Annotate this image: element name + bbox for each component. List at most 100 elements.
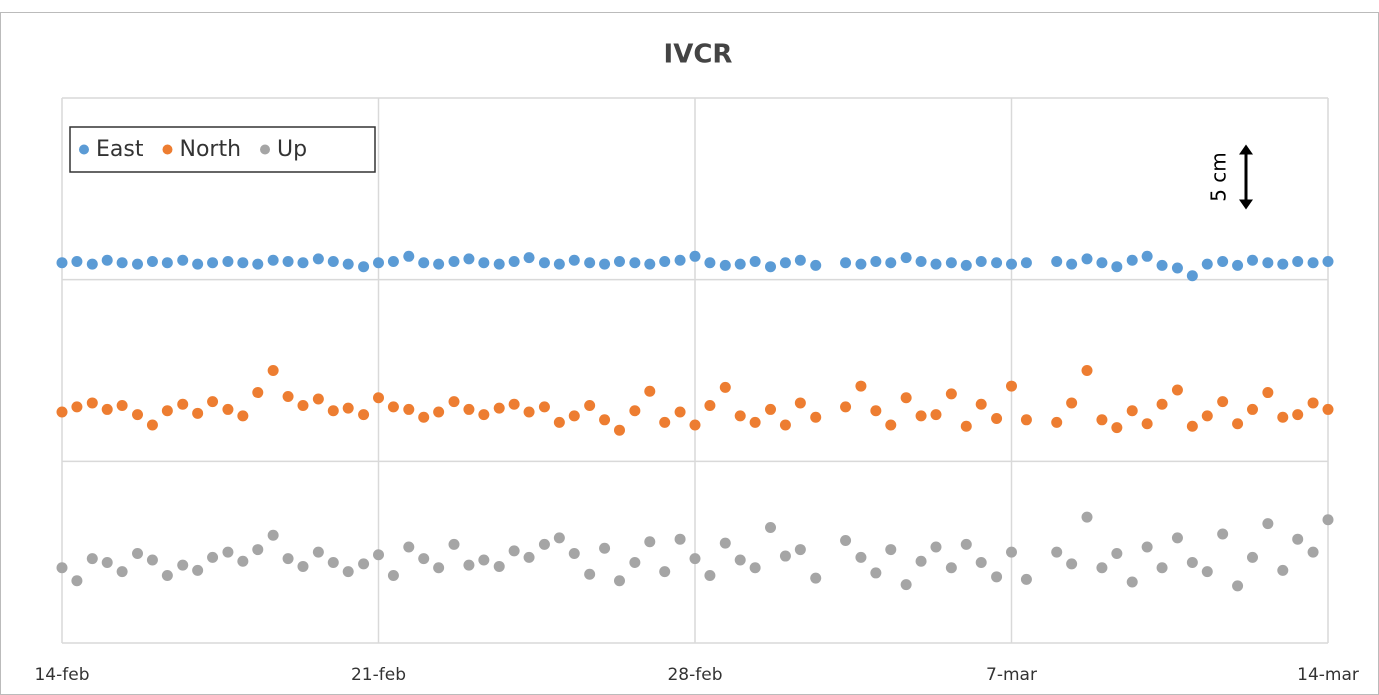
- data-point: [704, 257, 716, 269]
- data-point: [177, 398, 189, 410]
- data-point: [1232, 580, 1244, 592]
- data-point: [1020, 414, 1032, 426]
- data-point: [56, 406, 68, 418]
- x-tick-label: 14-feb: [34, 665, 89, 685]
- data-point: [1277, 258, 1289, 270]
- data-point: [1096, 562, 1108, 574]
- data-point: [358, 558, 370, 570]
- data-point: [373, 392, 384, 404]
- data-point: [222, 546, 234, 558]
- data-point: [252, 544, 264, 556]
- data-point: [403, 541, 415, 553]
- data-point: [1156, 259, 1168, 271]
- data-point: [870, 256, 882, 267]
- x-tick-label: 7-mar: [986, 665, 1037, 685]
- data-point: [991, 257, 1003, 269]
- data-point: [146, 419, 158, 431]
- data-point: [1201, 410, 1213, 422]
- data-point: [1171, 532, 1183, 544]
- data-point: [599, 414, 611, 426]
- data-point: [1277, 564, 1289, 576]
- data-point: [1307, 397, 1319, 409]
- data-point: [915, 256, 927, 267]
- legend-marker: [162, 144, 173, 155]
- data-point: [237, 555, 249, 567]
- data-point: [192, 564, 204, 576]
- data-point: [132, 258, 144, 270]
- data-point: [373, 257, 384, 269]
- data-point: [629, 405, 641, 417]
- data-point: [56, 562, 68, 574]
- data-point: [674, 406, 686, 418]
- x-tick-label: 21-feb: [351, 665, 406, 685]
- data-point: [930, 258, 942, 270]
- data-point: [1051, 256, 1063, 267]
- data-point: [644, 385, 656, 397]
- data-point: [327, 256, 339, 267]
- data-point: [553, 258, 565, 270]
- x-tick-label: 28-feb: [667, 665, 722, 685]
- data-point: [1246, 551, 1258, 563]
- data-point: [1156, 562, 1168, 574]
- data-point: [342, 566, 354, 578]
- data-point: [674, 254, 686, 266]
- data-point: [1141, 541, 1153, 553]
- data-point: [478, 554, 490, 566]
- data-point: [900, 579, 912, 591]
- data-point: [568, 547, 580, 559]
- data-point: [885, 544, 897, 556]
- data-point: [1262, 387, 1274, 399]
- data-point: [1006, 258, 1017, 270]
- data-point: [644, 536, 656, 548]
- data-point: [71, 401, 83, 413]
- data-point: [86, 553, 98, 565]
- data-point: [629, 257, 641, 269]
- data-point: [1006, 380, 1017, 392]
- data-point: [132, 409, 144, 421]
- data-point: [71, 575, 83, 587]
- data-point: [1322, 514, 1334, 526]
- data-point: [508, 398, 520, 410]
- data-point: [358, 409, 370, 421]
- legend-marker: [260, 144, 271, 155]
- data-point: [342, 402, 354, 414]
- data-point: [1096, 414, 1108, 426]
- data-point: [237, 410, 249, 422]
- data-point: [975, 256, 987, 267]
- data-point: [810, 572, 822, 584]
- data-point: [1111, 547, 1123, 559]
- data-point: [1126, 254, 1138, 266]
- data-point: [689, 419, 701, 431]
- data-point: [237, 257, 249, 269]
- data-point: [267, 254, 279, 266]
- data-point: [1292, 533, 1304, 545]
- data-point: [1156, 398, 1168, 410]
- data-point: [689, 553, 701, 565]
- data-point: [86, 397, 98, 409]
- data-point: [1081, 253, 1093, 265]
- data-point: [810, 411, 822, 423]
- data-point: [222, 403, 234, 415]
- data-point: [1292, 256, 1304, 267]
- data-point: [1322, 403, 1334, 415]
- data-point: [1217, 256, 1229, 267]
- data-point: [433, 562, 445, 574]
- data-point: [779, 550, 791, 562]
- data-point: [448, 538, 460, 550]
- data-point: [1246, 403, 1258, 415]
- data-point: [523, 406, 535, 418]
- data-point: [146, 554, 158, 566]
- data-point: [282, 553, 294, 565]
- data-point: [312, 253, 324, 265]
- data-point: [1171, 384, 1183, 396]
- data-point: [629, 557, 641, 569]
- data-point: [584, 257, 596, 269]
- data-point: [1201, 258, 1213, 270]
- data-point: [448, 396, 460, 408]
- data-point: [161, 570, 173, 582]
- data-point: [1020, 573, 1032, 585]
- data-point: [749, 416, 761, 428]
- data-point: [840, 401, 852, 413]
- data-point: [1111, 422, 1123, 434]
